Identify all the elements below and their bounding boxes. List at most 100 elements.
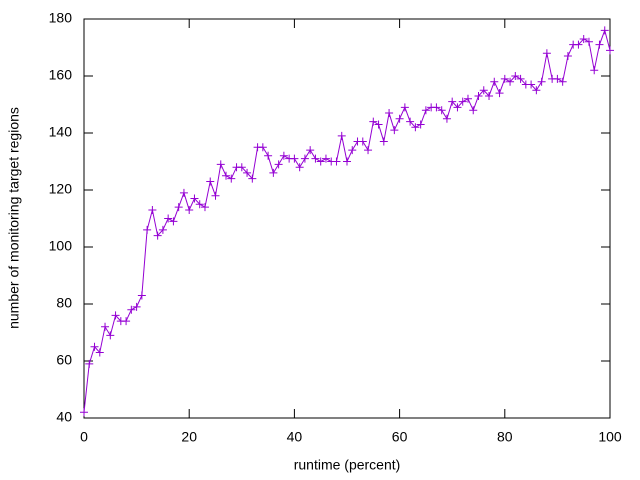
x-tick-label: 40: [287, 429, 303, 445]
y-tick-label: 120: [49, 181, 73, 197]
point-marker: [206, 177, 215, 186]
point-marker: [137, 291, 146, 300]
point-marker: [411, 123, 420, 132]
y-tick-label: 60: [56, 352, 72, 368]
point-marker: [95, 348, 104, 357]
point-marker: [169, 217, 178, 226]
point-marker: [122, 317, 131, 326]
point-marker: [458, 97, 467, 106]
point-marker: [537, 77, 546, 86]
point-marker: [453, 103, 462, 112]
point-marker: [437, 106, 446, 115]
point-marker: [195, 200, 204, 209]
point-marker: [227, 174, 236, 183]
point-marker: [158, 225, 167, 234]
point-marker: [364, 146, 373, 155]
point-marker: [143, 225, 152, 234]
point-marker: [390, 126, 399, 135]
point-marker: [506, 77, 515, 86]
point-marker: [500, 74, 509, 83]
point-marker: [448, 97, 457, 106]
point-marker: [295, 163, 304, 172]
x-tick-label: 100: [598, 429, 622, 445]
point-marker: [511, 72, 520, 80]
point-marker: [574, 40, 583, 49]
point-marker: [532, 86, 541, 95]
point-marker: [190, 194, 199, 203]
point-marker: [442, 114, 451, 123]
point-marker: [306, 146, 315, 155]
point-marker: [111, 311, 120, 320]
point-marker: [185, 205, 194, 214]
point-marker: [395, 114, 404, 123]
y-tick-label: 160: [49, 67, 73, 83]
y-axis-label: number of monitoring target regions: [6, 107, 22, 329]
point-marker: [590, 66, 599, 75]
point-marker: [558, 77, 567, 86]
point-marker: [595, 40, 604, 49]
point-marker: [379, 137, 388, 146]
point-marker: [243, 168, 252, 177]
point-marker: [516, 74, 525, 83]
point-marker: [179, 188, 188, 197]
point-marker: [237, 163, 246, 172]
point-marker: [495, 89, 504, 98]
point-marker: [311, 154, 320, 163]
point-marker: [85, 359, 94, 368]
point-marker: [216, 160, 225, 169]
point-marker: [432, 103, 441, 112]
y-tick-label: 100: [49, 238, 73, 254]
point-marker: [385, 109, 394, 118]
point-marker: [474, 91, 483, 100]
y-tick-label: 40: [56, 409, 72, 425]
point-marker: [343, 157, 351, 166]
point-marker: [101, 322, 110, 331]
y-tick-label: 140: [49, 124, 73, 140]
x-tick-label: 20: [181, 429, 197, 445]
point-marker: [300, 154, 309, 163]
point-marker: [563, 52, 572, 61]
point-marker: [406, 117, 415, 126]
point-marker: [132, 302, 141, 311]
point-marker: [584, 37, 593, 46]
point-marker: [332, 157, 341, 166]
y-tick-label: 180: [49, 10, 73, 26]
point-marker: [290, 154, 299, 163]
point-marker: [258, 143, 267, 152]
point-marker: [106, 331, 115, 340]
point-marker: [358, 137, 367, 146]
y-tick-label: 80: [56, 295, 72, 311]
plot-frame: [83, 18, 611, 419]
point-marker: [80, 408, 88, 417]
point-marker: [374, 120, 383, 129]
x-tick-label: 60: [392, 429, 408, 445]
point-marker: [369, 117, 378, 126]
point-marker: [279, 151, 288, 160]
x-tick-label: 0: [80, 429, 88, 445]
point-marker: [127, 305, 136, 314]
point-marker: [479, 86, 488, 95]
x-tick-label: 80: [497, 429, 513, 445]
point-marker: [164, 214, 173, 223]
point-marker: [274, 160, 283, 169]
point-marker: [463, 94, 472, 103]
point-marker: [416, 120, 425, 129]
point-marker: [174, 203, 183, 212]
point-marker: [153, 231, 162, 240]
point-marker: [527, 80, 536, 89]
point-marker: [264, 151, 273, 160]
point-marker: [211, 191, 220, 200]
point-marker: [248, 174, 257, 183]
point-marker: [90, 342, 99, 351]
point-marker: [485, 91, 494, 100]
point-marker: [400, 103, 409, 112]
point-marker: [579, 34, 588, 43]
point-marker: [222, 171, 231, 180]
x-axis-label: runtime (percent): [294, 457, 401, 473]
point-marker: [200, 203, 209, 212]
point-marker: [269, 168, 278, 177]
point-marker: [348, 146, 357, 155]
point-marker: [553, 74, 562, 83]
